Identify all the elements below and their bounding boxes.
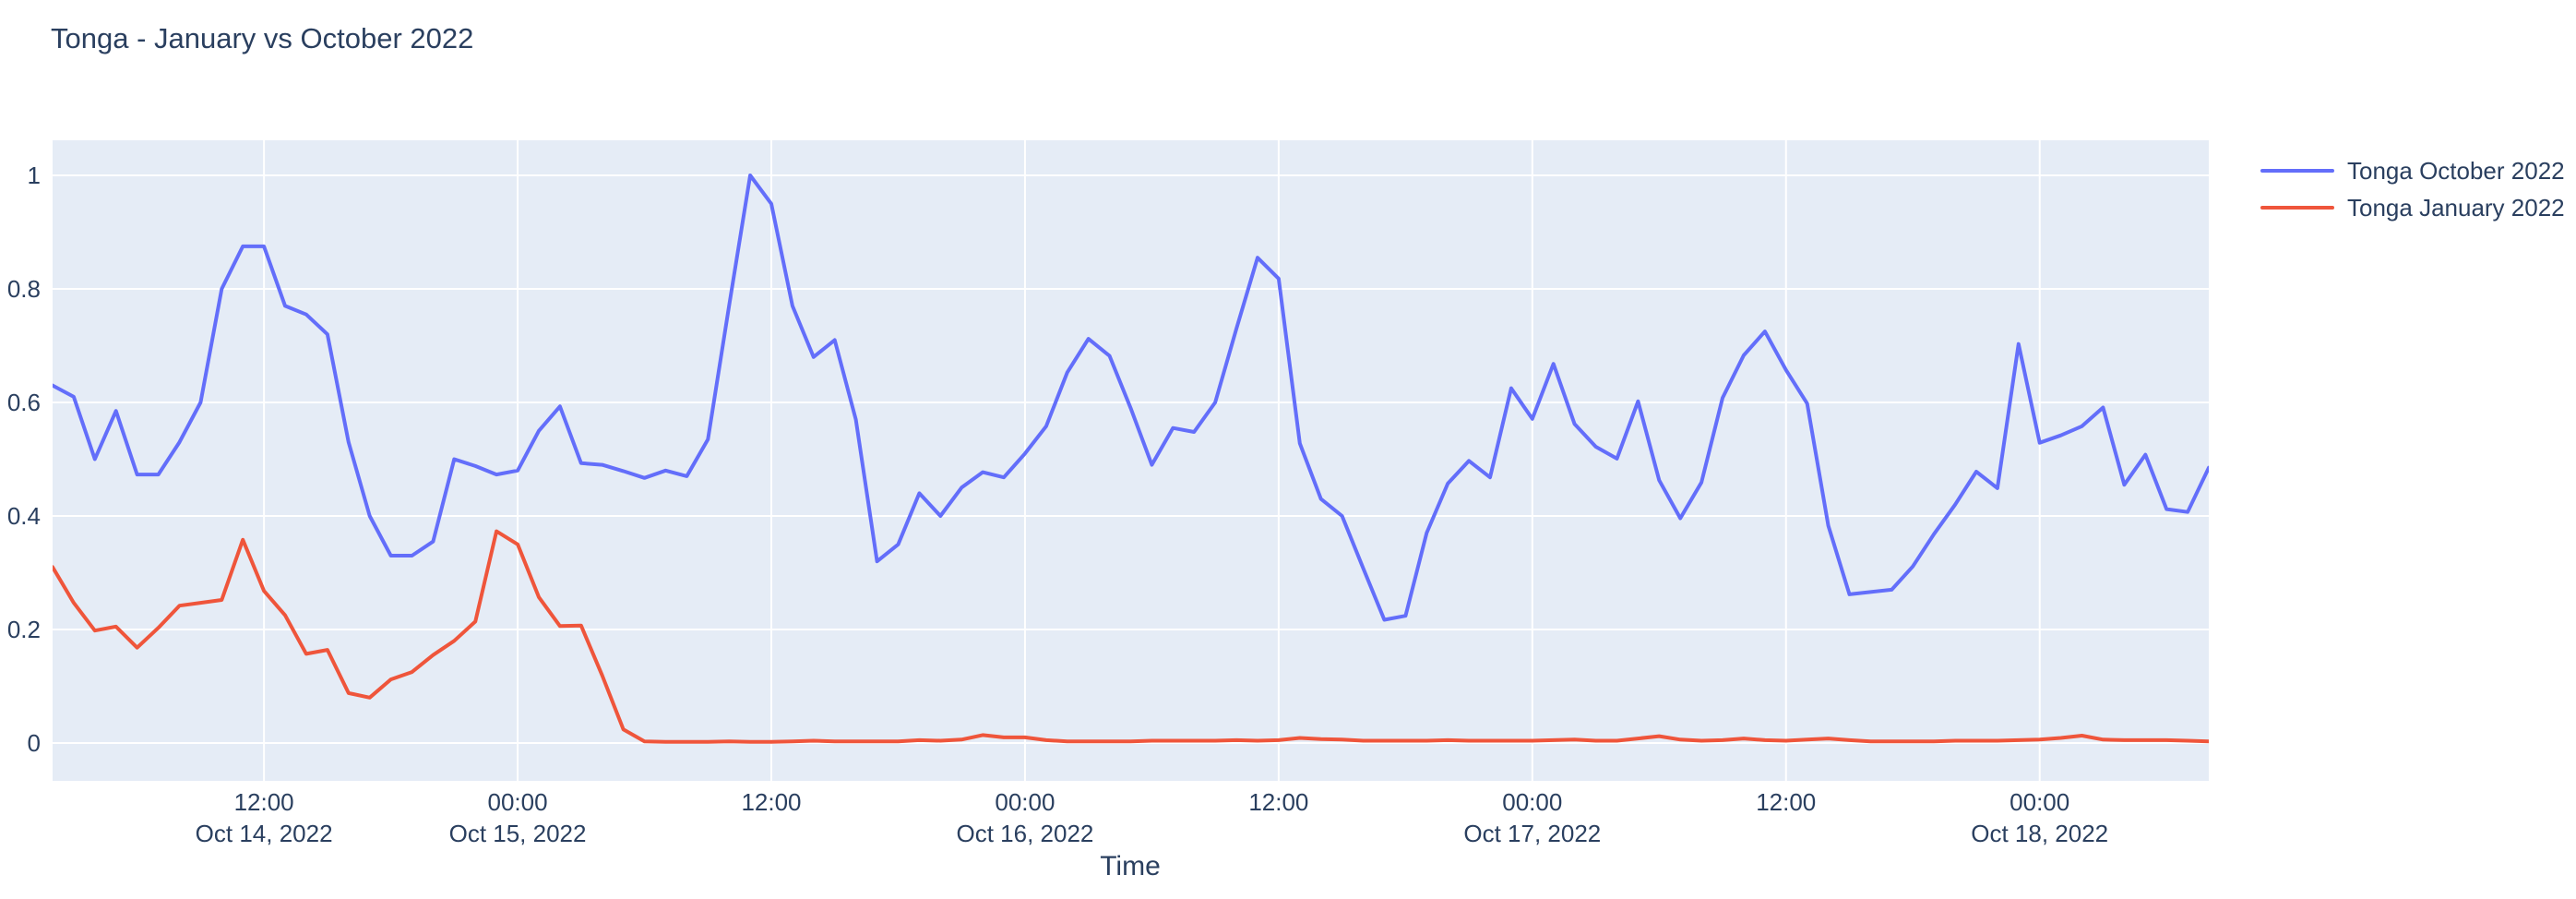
x-tick-time-label: 00:00	[487, 788, 548, 816]
plot-canvas[interactable]	[53, 140, 2209, 781]
x-tick-time-label: 12:00	[741, 788, 802, 816]
x-tick-date-label: Oct 18, 2022	[1971, 820, 2109, 847]
legend-item-label: Tonga October 2022	[2347, 156, 2565, 185]
x-tick-date-label: Oct 17, 2022	[1463, 820, 1602, 847]
chart-title: Tonga - January vs October 2022	[51, 22, 474, 54]
x-tick-time-label: 00:00	[995, 788, 1055, 816]
y-tick-label-0.4: 0.4	[6, 502, 41, 530]
plot-area[interactable]	[53, 140, 2209, 781]
legend-item-label: Tonga January 2022	[2347, 193, 2565, 222]
x-tick-time-label: 00:00	[2010, 788, 2070, 816]
legend-line-swatch	[2260, 206, 2334, 210]
plot-background	[53, 140, 2209, 781]
x-tick-time-label: 12:00	[233, 788, 294, 816]
y-tick-label-0.8: 0.8	[6, 275, 41, 303]
x-tick-time-label: 00:00	[1502, 788, 1563, 816]
y-tick-label-0.2: 0.2	[6, 616, 41, 643]
series-line-tonga-january-2022[interactable]	[53, 529, 2209, 744]
y-tick-label-1: 1	[27, 162, 41, 189]
x-axis-title: Time	[1100, 851, 1161, 881]
x-tick-time-label: 12:00	[1756, 788, 1817, 816]
x-tick-date-label: Oct 14, 2022	[195, 820, 333, 847]
x-tick-date-label: Oct 15, 2022	[448, 820, 587, 847]
legend: Tonga October 2022 Tonga January 2022	[2260, 152, 2565, 226]
legend-line-swatch	[2260, 169, 2334, 173]
y-tick-label-0.6: 0.6	[6, 389, 41, 416]
x-tick-time-label: 12:00	[1248, 788, 1309, 816]
legend-item-tonga-january-2022[interactable]: Tonga January 2022	[2260, 189, 2565, 226]
legend-item-tonga-october-2022[interactable]: Tonga October 2022	[2260, 152, 2565, 189]
series-line-tonga-october-2022[interactable]	[53, 174, 2209, 622]
x-tick-date-label: Oct 16, 2022	[956, 820, 1094, 847]
y-tick-label-0: 0	[27, 729, 41, 757]
